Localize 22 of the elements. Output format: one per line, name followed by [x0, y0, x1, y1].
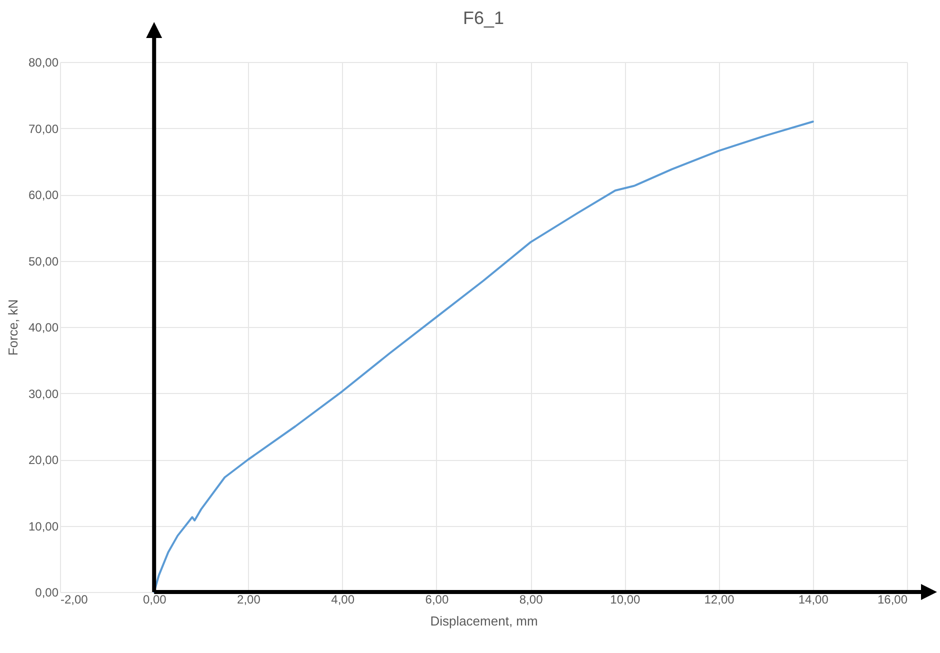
x-tick-label: -2,00	[60, 592, 88, 606]
y-tick-label: 40,00	[28, 320, 59, 334]
chart-title: F6_1	[462, 8, 504, 28]
y-tick-label: 50,00	[28, 254, 59, 268]
y-tick-label: 20,00	[28, 453, 59, 467]
line-series	[153, 120, 814, 593]
x-tick-label: 4,00	[331, 592, 355, 606]
x-tick-label: 8,00	[519, 592, 544, 606]
y-axis-title: Force, kN	[5, 299, 20, 356]
x-tick-label: 16,00	[877, 592, 908, 606]
x-tick-label: 6,00	[425, 592, 449, 606]
x-tick-label: 0,00	[142, 592, 167, 606]
x-axis-title: Displacement, mm	[430, 614, 538, 628]
y-tick-label: 80,00	[28, 56, 59, 70]
y-tick-label: 30,00	[28, 386, 59, 401]
x-tick-label: 2,00	[237, 592, 261, 606]
y-tick-label: 60,00	[28, 188, 59, 202]
x-tick-label: 10,00	[610, 592, 641, 606]
x-tick-label: 14,00	[798, 592, 829, 606]
y-tick-label: 10,00	[28, 519, 59, 534]
y-tick-label: 70,00	[28, 122, 59, 136]
x-tick-label: 12,00	[704, 592, 735, 606]
